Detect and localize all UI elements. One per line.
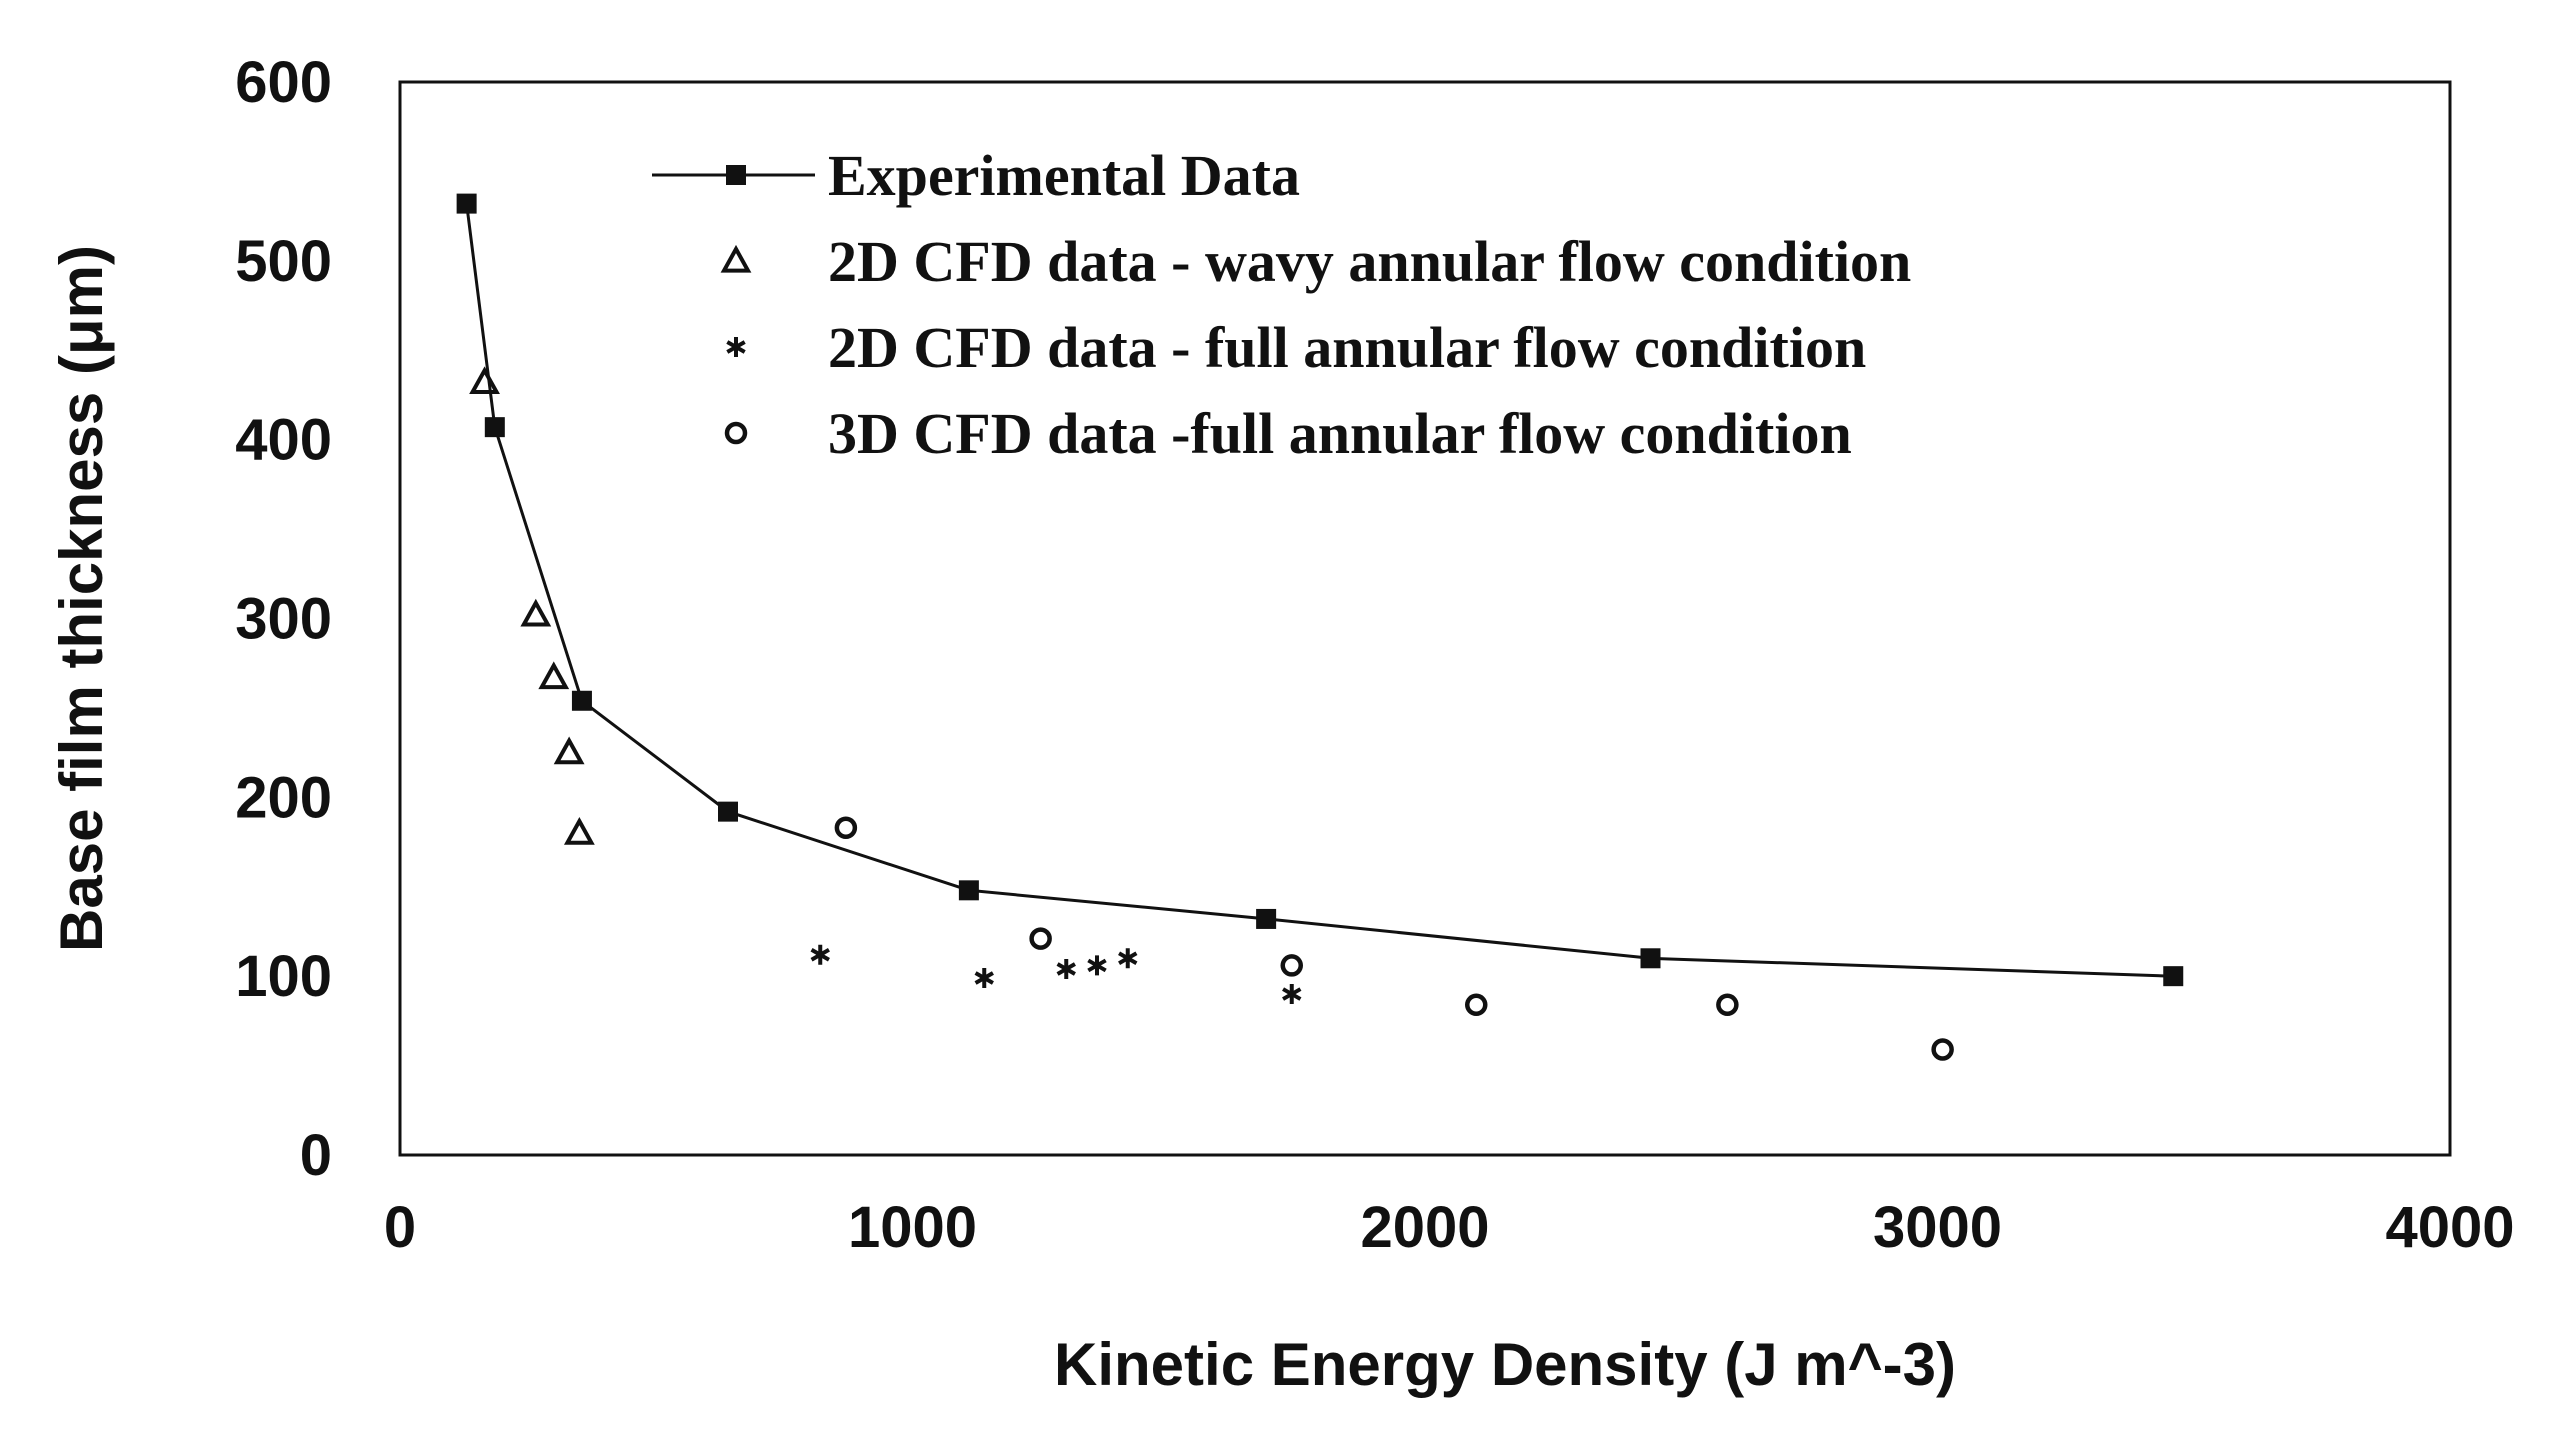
- data-point: [1118, 948, 1138, 969]
- y-axis-title: Base film thickness (μm): [48, 245, 115, 952]
- data-point: [974, 967, 994, 988]
- x-axis-title: Kinetic Energy Density (J m^-3): [1054, 1331, 1956, 1398]
- x-tick-label: 1000: [848, 1195, 977, 1260]
- data-point: [1029, 927, 1052, 950]
- series-line: [465, 203, 2174, 978]
- legend-item: Experimental Data: [652, 143, 1300, 208]
- data-point: [553, 736, 585, 765]
- data-point: [1256, 908, 1277, 929]
- y-tick-label: 300: [235, 587, 332, 652]
- data-point: [718, 801, 738, 822]
- series-2: [469, 366, 595, 845]
- legend-marker: [726, 165, 746, 185]
- x-tick-label: 0: [384, 1195, 416, 1260]
- x-tick-label: 3000: [1873, 1195, 2002, 1260]
- data-point: [1465, 993, 1488, 1017]
- data-point: [1282, 984, 1302, 1005]
- legend-marker: [720, 244, 752, 273]
- legend-item: 2D CFD data - full annular flow conditio…: [726, 315, 1866, 380]
- legend: Experimental Data 2D CFD data - wavy annu…: [652, 143, 1911, 466]
- data-point: [520, 598, 552, 627]
- legend-item: 3D CFD data -full annular flow condition: [724, 401, 1852, 466]
- legend-label: 2D CFD data - full annular flow conditio…: [828, 315, 1866, 380]
- x-tick-label: 2000: [1360, 1195, 1489, 1260]
- plot-area-frame: [398, 80, 2452, 1157]
- legend-label: 2D CFD data - wavy annular flow conditio…: [828, 229, 1911, 294]
- y-tick-label: 600: [235, 50, 332, 115]
- y-axis-ticks: 0 100 200 300 400 500 600: [235, 50, 332, 1188]
- data-point: [538, 661, 570, 690]
- data-point: [563, 816, 595, 845]
- data-point: [810, 944, 830, 965]
- legend-marker: [726, 337, 746, 357]
- data-point: [1087, 955, 1107, 976]
- series-3: [810, 944, 1302, 1005]
- series-1: [456, 193, 2184, 987]
- data-point: [2163, 966, 2184, 987]
- data-point: [484, 417, 505, 438]
- data-point: [1931, 1038, 1954, 1061]
- data-point: [1280, 954, 1303, 977]
- data-point: [834, 816, 858, 839]
- legend-marker: [724, 421, 748, 445]
- y-tick-label: 0: [300, 1123, 332, 1188]
- x-axis-ticks: 0 1000 2000 3000 4000: [384, 1195, 2515, 1260]
- y-tick-label: 500: [235, 229, 332, 294]
- data-point: [1640, 948, 1661, 969]
- legend-item: 2D CFD data - wavy annular flow conditio…: [720, 229, 1911, 294]
- data-point: [456, 193, 477, 214]
- y-tick-label: 400: [235, 408, 332, 473]
- legend-label: Experimental Data: [828, 143, 1300, 208]
- series-4: [834, 816, 1954, 1061]
- y-tick-label: 100: [235, 944, 332, 1009]
- series-layer: [456, 193, 2184, 1061]
- legend-label: 3D CFD data -full annular flow condition: [828, 401, 1852, 466]
- data-point: [469, 366, 500, 395]
- x-tick-label: 4000: [2385, 1195, 2514, 1260]
- data-point: [1716, 993, 1739, 1017]
- y-tick-label: 200: [235, 765, 332, 830]
- data-point: [958, 880, 979, 901]
- data-point: [571, 690, 592, 711]
- data-point: [1056, 959, 1076, 980]
